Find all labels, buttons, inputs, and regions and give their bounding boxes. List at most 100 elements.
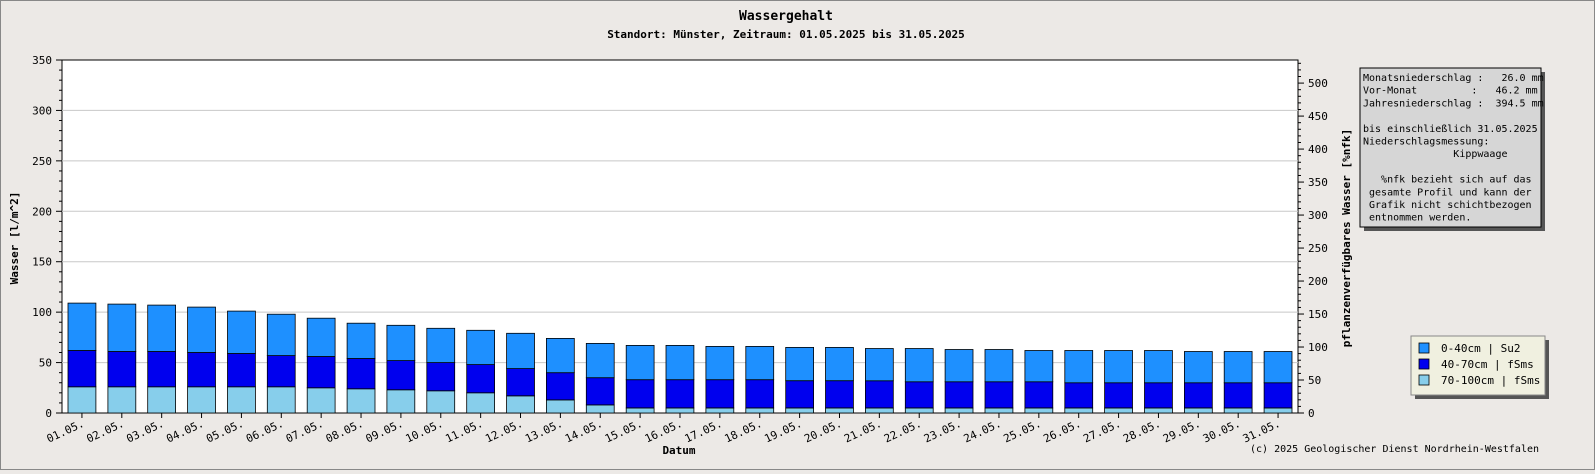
bar-segment xyxy=(745,379,775,409)
chart-title: Wassergehalt xyxy=(739,9,833,24)
info-line: Jahresniederschlag : 394.5 mm xyxy=(1363,98,1544,109)
bar-segment xyxy=(266,355,296,388)
x-tick-label: 27.05. xyxy=(1081,417,1123,446)
bar-segment xyxy=(904,381,934,409)
y-tick-label: 250 xyxy=(32,155,52,168)
bar-segment xyxy=(1104,350,1133,384)
y-right-tick-label: 0 xyxy=(1308,407,1315,420)
info-box: Monatsniederschlag : 26.0 mm Vor-Monat : … xyxy=(1359,67,1545,231)
info-line: %nfk bezieht sich auf das xyxy=(1363,175,1532,186)
bar-segment xyxy=(825,346,854,382)
x-tick-label: 04.05. xyxy=(164,417,206,446)
bar-segment xyxy=(585,342,615,379)
bar-segment xyxy=(1144,350,1173,384)
x-tick-label: 07.05. xyxy=(284,417,326,446)
info-line: Vor-Monat : 46.2 mm xyxy=(1363,86,1538,97)
bar-segment xyxy=(785,346,815,382)
bar-segment xyxy=(705,407,735,414)
bar-segment xyxy=(1144,382,1173,409)
y-axis-label-left: Wasser [l/m^2] xyxy=(8,192,21,285)
bar-segment xyxy=(1024,350,1054,383)
bar-segment xyxy=(386,389,416,414)
bar-segment xyxy=(1263,407,1293,414)
bar-segment xyxy=(187,352,216,388)
x-tick-label: 12.05. xyxy=(483,417,525,446)
bar-segment xyxy=(466,392,496,414)
bar-segment xyxy=(1064,382,1094,409)
y-right-tick-label: 50 xyxy=(1308,374,1321,387)
bar-segment xyxy=(426,327,456,363)
bar-segment xyxy=(506,395,535,414)
x-axis-label: Datum xyxy=(662,444,695,457)
bar-segment xyxy=(585,404,615,414)
bar-segment xyxy=(1223,407,1253,414)
bar-segment xyxy=(466,329,496,365)
bar-segment xyxy=(187,386,216,414)
x-tick-label: 09.05. xyxy=(364,417,406,446)
bar-segment xyxy=(1064,350,1094,384)
y-tick-label: 300 xyxy=(32,104,52,117)
y-tick-label: 350 xyxy=(32,54,52,67)
bar-segment xyxy=(984,381,1014,409)
bar-segment xyxy=(625,344,655,381)
y-tick-label: 100 xyxy=(32,306,52,319)
x-tick-label: 31.05. xyxy=(1241,417,1283,446)
bar-segment xyxy=(1024,381,1054,409)
x-tick-label: 02.05. xyxy=(85,417,127,446)
legend-label: 0-40cm | Su2 xyxy=(1441,342,1520,355)
x-tick-label: 14.05. xyxy=(563,417,605,446)
legend-swatch xyxy=(1418,358,1430,370)
bar-segment xyxy=(386,324,416,361)
legend: 0-40cm | Su2 40-70cm | fSms 70-100cm | fSm… xyxy=(1410,335,1549,399)
bar-segment xyxy=(785,380,815,409)
y-right-tick-label: 200 xyxy=(1308,275,1328,288)
bar-segment xyxy=(665,344,695,381)
bar-segment xyxy=(705,345,735,381)
bar-segment xyxy=(1104,382,1133,409)
x-tick-label: 29.05. xyxy=(1161,417,1203,446)
x-tick-label: 11.05. xyxy=(443,417,485,446)
y-tick-label: 150 xyxy=(32,256,52,269)
bar-segment xyxy=(1263,382,1293,409)
bar-segment xyxy=(386,360,416,391)
y-right-tick-label: 300 xyxy=(1308,209,1328,222)
bar-segment xyxy=(227,353,256,388)
bar-segment xyxy=(865,407,894,414)
bar-segment xyxy=(67,350,97,388)
x-tick-label: 24.05. xyxy=(962,417,1004,446)
bar-segment xyxy=(346,358,376,390)
y-tick-label: 200 xyxy=(32,205,52,218)
bar-segment xyxy=(944,407,974,414)
info-box-panel xyxy=(1359,67,1542,228)
bar-segment xyxy=(984,407,1014,414)
x-tick-label: 03.05. xyxy=(124,417,166,446)
bar-segment xyxy=(865,348,894,382)
bar-segment xyxy=(227,386,256,414)
bar-segment xyxy=(625,407,655,414)
x-tick-label: 16.05. xyxy=(643,417,685,446)
legend-swatch xyxy=(1418,374,1430,386)
bar-segment xyxy=(306,317,336,357)
bar-segment xyxy=(705,379,735,409)
x-tick-label: 20.05. xyxy=(802,417,844,446)
y-axis-label-right: pflanzenverfügbares Wasser [%nfk] xyxy=(1340,129,1353,348)
bar-segment xyxy=(665,379,695,409)
info-line: entnommen werden. xyxy=(1363,213,1471,224)
info-line: Niederschlagsmessung: xyxy=(1363,137,1489,148)
y-right-tick-label: 400 xyxy=(1308,143,1328,156)
bar-segment xyxy=(1104,407,1133,414)
bar-segment xyxy=(865,380,894,409)
bar-segment xyxy=(546,399,575,414)
bar-layer xyxy=(67,302,1293,414)
bar-segment xyxy=(506,332,535,369)
bar-segment xyxy=(147,351,176,388)
bar-segment xyxy=(107,351,137,388)
x-tick-label: 13.05. xyxy=(523,417,565,446)
bar-segment xyxy=(67,302,97,351)
y-right-tick-label: 100 xyxy=(1308,341,1328,354)
bar-segment xyxy=(187,306,216,353)
bar-segment xyxy=(147,304,176,352)
bar-segment xyxy=(546,337,575,374)
bar-segment xyxy=(107,386,137,414)
